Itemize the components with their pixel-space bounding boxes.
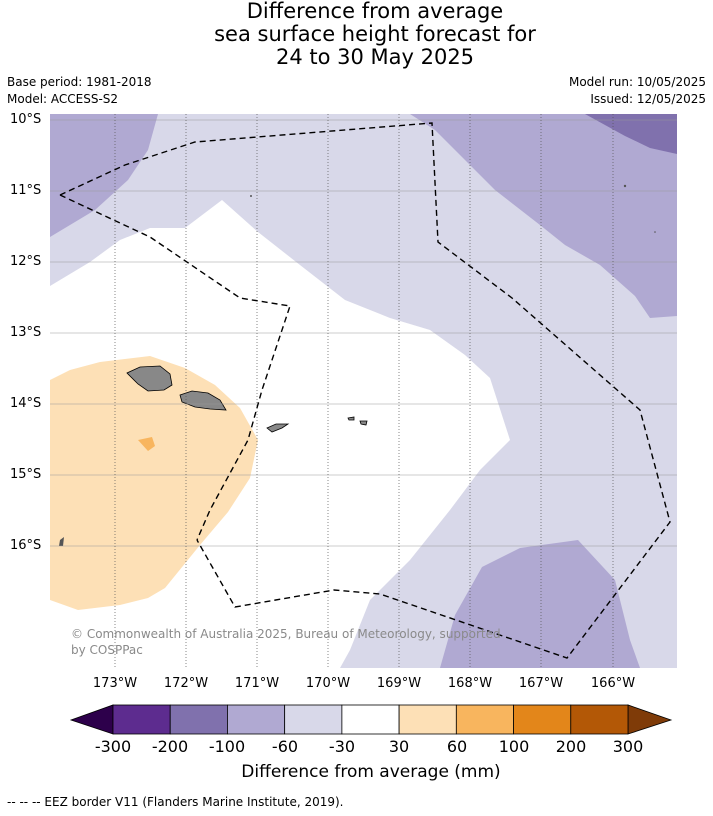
upolu-island — [179, 390, 227, 411]
lon-label: 166°W — [590, 676, 636, 691]
lon-label: 167°W — [518, 676, 564, 691]
meta-right: Model run: 10/05/2025 Issued: 12/05/2025 — [569, 74, 706, 108]
title-line-3: 24 to 30 May 2025 — [275, 45, 475, 69]
base-period: Base period: 1981-2018 — [7, 75, 152, 89]
lon-label: 169°W — [376, 676, 422, 691]
colorbar-tick-label: -200 — [151, 737, 189, 756]
colorbar — [69, 704, 673, 735]
title-line-2: sea surface height forecast for — [214, 22, 536, 46]
colorbar-tick-label: -60 — [271, 737, 299, 756]
ofu-island — [347, 416, 355, 421]
colorbar-segment — [398, 704, 457, 735]
tau-island — [359, 420, 368, 426]
map-area — [50, 114, 677, 668]
small-island — [59, 537, 64, 546]
issued-date: Issued: 12/05/2025 — [590, 92, 706, 106]
colorbar-tick-label: -100 — [208, 737, 246, 756]
lat-label: 12°S — [10, 254, 42, 269]
title-line-1: Difference from average — [246, 0, 504, 23]
copyright-notice: © Commonwealth of Australia 2025, Bureau… — [71, 627, 501, 657]
lat-label: 14°S — [10, 396, 42, 411]
tutuila-island — [266, 423, 290, 433]
anomaly-band-plus-60 — [138, 437, 155, 451]
colorbar-over-arrow — [627, 704, 673, 735]
colorbar-tick-label: 200 — [555, 737, 587, 756]
model-run: Model run: 10/05/2025 — [568, 75, 706, 89]
chart-title: Difference from average sea surface heig… — [0, 0, 713, 69]
lat-label: 15°S — [10, 467, 42, 482]
lat-label: 16°S — [10, 538, 42, 553]
meta-left: Base period: 1981-2018 Model: ACCESS-S2 — [7, 74, 152, 108]
colorbar-title: Difference from average (mm) — [241, 762, 501, 782]
lon-label: 171°W — [234, 676, 280, 691]
colorbar-tick-label: 100 — [498, 737, 530, 756]
colorbar-segment — [284, 704, 343, 735]
colorbar-tick-label: 300 — [612, 737, 644, 756]
anomaly-band-minus-100-top-right — [410, 114, 677, 318]
colorbar-segment — [227, 704, 286, 735]
savaii-island — [126, 365, 173, 392]
colorbar-tick-label: 60 — [446, 737, 468, 756]
anomaly-band-minus-100-top-left — [50, 114, 158, 237]
graticule — [50, 114, 677, 668]
colorbar-segment — [341, 704, 400, 735]
model-name: Model: ACCESS-S2 — [7, 92, 119, 106]
colorbar-segment — [169, 704, 228, 735]
lon-label: 168°W — [447, 676, 493, 691]
small-island — [654, 231, 656, 233]
lon-label: 173°W — [92, 676, 138, 691]
colorbar-segment — [570, 704, 629, 735]
anomaly-band-plus-30 — [50, 356, 258, 610]
anomaly-band-minus-200 — [585, 114, 677, 154]
colorbar-segment — [455, 704, 514, 735]
colorbar-segment — [513, 704, 572, 735]
lon-label: 172°W — [163, 676, 209, 691]
lat-label: 11°S — [10, 183, 42, 198]
eez-border-samoa — [59, 194, 291, 541]
eez-footnote: -- -- -- EEZ border V11 (Flanders Marine… — [7, 795, 344, 809]
colorbar-tick-label: -30 — [328, 737, 356, 756]
lon-label: 170°W — [305, 676, 351, 691]
anomaly-band-minus-100-bottom — [440, 540, 640, 668]
lat-label: 10°S — [10, 112, 42, 127]
colorbar-segment — [112, 704, 171, 735]
colorbar-tick-label: 30 — [388, 737, 410, 756]
colorbar-tick-label: -300 — [94, 737, 132, 756]
small-island — [623, 184, 627, 188]
colorbar-under-arrow — [69, 704, 114, 735]
small-island — [250, 195, 252, 197]
eez-border-north — [59, 122, 671, 659]
lat-label: 13°S — [10, 325, 42, 340]
